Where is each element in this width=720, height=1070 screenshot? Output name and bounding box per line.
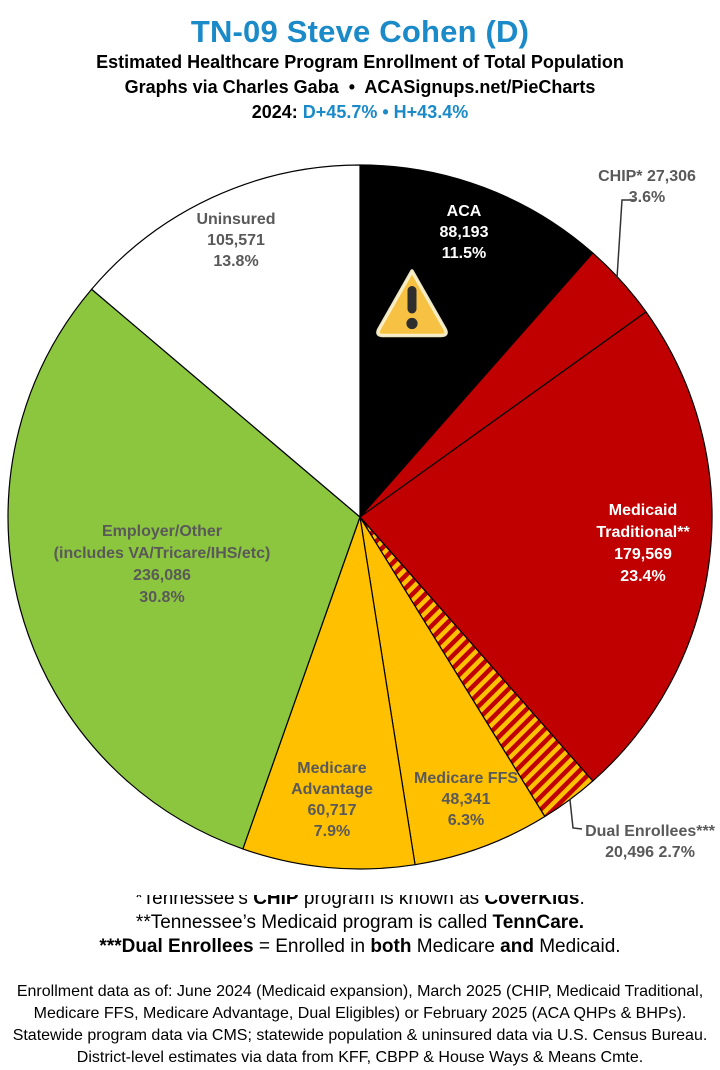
pie-slice-aca <box>359 164 594 518</box>
pie-chart-svg <box>7 164 713 870</box>
text-segment: CHIP <box>253 895 299 909</box>
text-segment: **Tennessee’s Medicaid program is called <box>135 912 493 933</box>
warning-triangle-border <box>376 269 448 338</box>
text-segment: • <box>377 102 394 122</box>
pie-slice-employer-other <box>7 288 361 850</box>
pie-slice-uninsured <box>91 164 361 518</box>
label-medicare-ffs: Medicare FFS 48,341 6.3% <box>413 770 519 829</box>
text-segment: both <box>370 936 412 957</box>
footer-line: Statewide program data via CMS; statewid… <box>12 1027 708 1044</box>
text-segment: = Enrolled in <box>253 936 371 957</box>
text-segment: ***Dual Enrollees <box>99 936 254 957</box>
text-segment: Medicare <box>411 936 501 957</box>
text-segment: H+43.4% <box>393 102 469 122</box>
pie-chart-area: ACA 88,193 11.5% CHIP* 27,306 3.6% Medic… <box>0 157 720 877</box>
leader-line-chip <box>616 199 636 279</box>
text-segment: program is known as <box>298 895 485 909</box>
text-segment: *Tennessee’s <box>135 895 254 909</box>
warning-triangle-icon <box>376 269 448 338</box>
label-medicaid-traditional: Medicaid Traditional** 179,569 23.4% <box>596 502 690 585</box>
pie-slice-medicare-ffs <box>359 516 546 866</box>
subtitle: Estimated Healthcare Program Enrollment … <box>96 52 624 72</box>
text-segment: Medicaid. <box>533 936 621 957</box>
text-segment: CoverKids <box>484 895 580 909</box>
footnotes: *Tennessee’s CHIP program is known as Co… <box>0 895 720 959</box>
text-segment: D+45.7% <box>302 102 378 122</box>
text-segment: TennCare. <box>492 912 585 933</box>
warning-exclamation-dot <box>406 317 418 330</box>
header: TN-09 Steve Cohen (D) Estimated Healthca… <box>0 0 720 157</box>
page-title: TN-09 Steve Cohen (D) <box>190 14 530 49</box>
credit-line: Graphs via Charles Gaba • ACASignups.net… <box>124 77 596 97</box>
label-employer-other: Employer/Other (includes VA/Tricare/IHS/… <box>53 523 271 606</box>
text-segment: 2024: <box>251 102 303 122</box>
text-segment: and <box>500 936 534 957</box>
label-uninsured: Uninsured 105,571 13.8% <box>196 211 276 270</box>
footnote-chip: *Tennessee’s CHIP program is known as Co… <box>0 895 720 911</box>
warning-exclamation-bar <box>407 286 417 314</box>
pie-slice-medicaid-traditional <box>359 311 713 782</box>
footer-line: Medicare FFS, Medicare Advantage, Dual E… <box>33 1005 687 1022</box>
pie-slice-medicare-advantage <box>242 516 416 870</box>
year-results-line: 2024: D+45.7% • H+43.4% <box>0 100 720 125</box>
text-segment: . <box>579 895 585 909</box>
footer-line: Enrollment data as of: June 2024 (Medica… <box>16 983 704 1000</box>
label-dual-enrollees: Dual Enrollees*** 20,496 2.7% <box>585 823 715 861</box>
data-source-footer: Enrollment data as of: June 2024 (Medica… <box>0 981 720 1069</box>
label-chip: CHIP* 27,306 3.6% <box>598 168 696 206</box>
footnote-tenncare: **Tennessee’s Medicaid program is called… <box>0 911 720 935</box>
label-medicare-advantage: Medicare Advantage 60,717 7.9% <box>291 760 373 840</box>
label-aca: ACA 88,193 11.5% <box>439 203 489 262</box>
leader-line-dual-enrollees <box>569 799 583 830</box>
footnote-dual-enrollees: ***Dual Enrollees = Enrolled in both Med… <box>0 935 720 959</box>
footer-line: District-level estimates via data from K… <box>76 1049 644 1066</box>
